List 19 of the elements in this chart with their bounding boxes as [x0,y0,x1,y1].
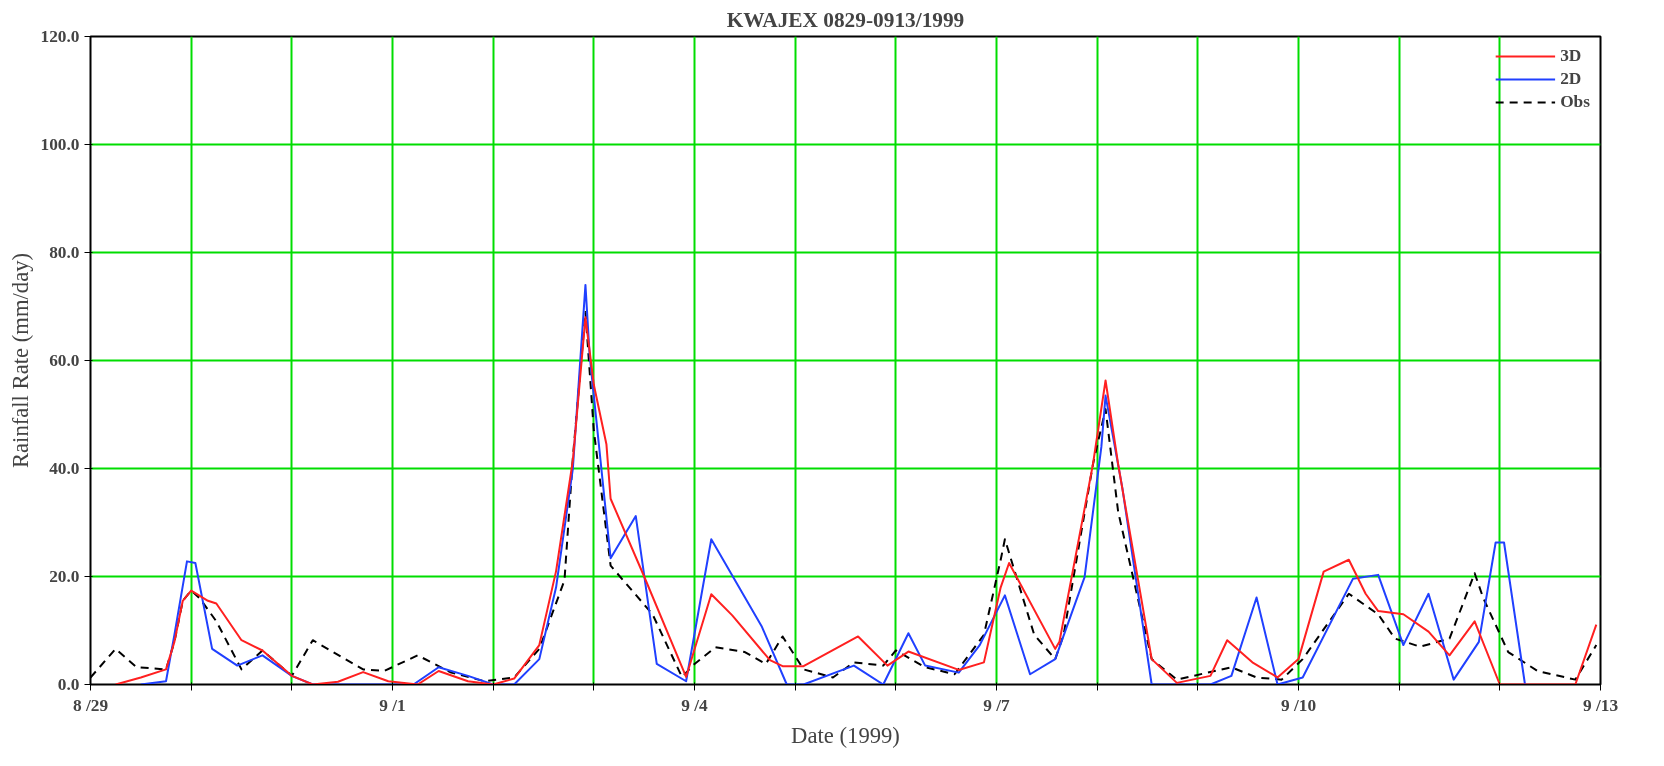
x-tick-label: 9 /1 [379,695,406,715]
y-tick-label: 0.0 [57,675,80,694]
y-tick-label: 20.0 [49,567,80,586]
legend-label: 3D [1560,46,1582,66]
x-tick-label: 9 /13 [1582,695,1619,715]
legend-label: Obs [1560,92,1590,112]
x-tick-label: 9 /10 [1280,695,1317,715]
y-tick-label: 80.0 [49,243,80,262]
x-axis-title: Date (1999) [791,722,900,748]
x-tick-label: 9 /4 [681,695,709,715]
legend-label: 2D [1560,69,1582,89]
chart-title: KWAJEX 0829-0913/1999 [726,7,965,32]
x-tick-label: 8 /29 [72,695,109,715]
x-tick-label: 9 /7 [983,695,1011,715]
y-tick-label: 60.0 [49,351,80,370]
y-axis-title: Rainfall Rate (mm/day) [7,252,33,469]
y-tick-label: 100.0 [40,135,80,154]
y-tick-label: 120.0 [40,27,80,46]
y-tick-label: 40.0 [49,459,80,478]
